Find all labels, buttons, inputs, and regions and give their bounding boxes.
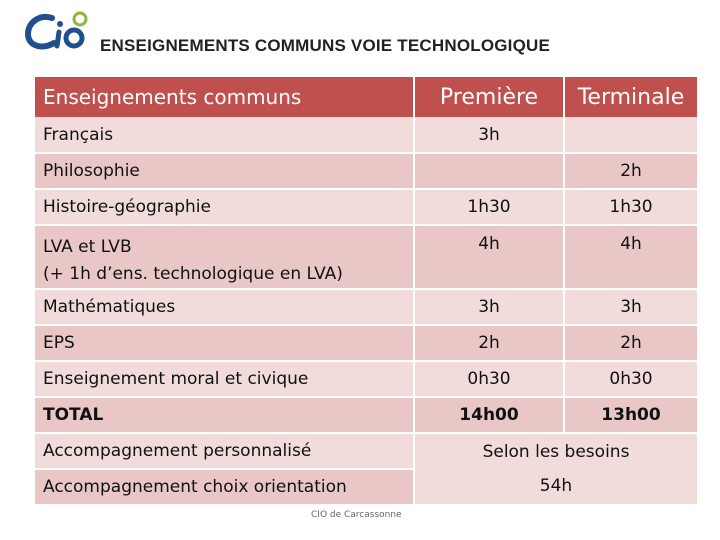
table-row: Enseignement moral et civique 0h30 0h30: [33, 361, 699, 398]
total-premiere: 14h00: [413, 397, 565, 434]
premiere-cell: 3h: [413, 289, 565, 326]
table-row: Philosophie 2h: [33, 153, 699, 190]
footer-text: CIO de Carcassonne: [311, 510, 402, 520]
terminale-cell: 1h30: [563, 189, 699, 226]
subject-cell: Accompagnement personnalisé: [33, 433, 415, 470]
table-row: Histoire-géographie 1h30 1h30: [33, 189, 699, 226]
premiere-cell: 4h: [413, 225, 565, 290]
terminale-cell: 0h30: [563, 361, 699, 398]
terminale-cell: 2h: [563, 325, 699, 362]
accompagnement-merged-cell: Selon les besoins 54h: [413, 433, 699, 506]
table-row: LVA et LVB (+ 1h d’ens. technologique en…: [33, 225, 699, 290]
subject-cell: Français: [33, 117, 415, 154]
subject-cell: Mathématiques: [33, 289, 415, 326]
subject-cell: LVA et LVB (+ 1h d’ens. technologique en…: [33, 225, 415, 290]
schedule-table: Enseignements communs Première Terminale…: [33, 77, 699, 506]
column-header-terminale: Terminale: [563, 77, 699, 117]
table-row: Mathématiques 3h 3h: [33, 289, 699, 326]
column-header-premiere: Première: [413, 77, 565, 117]
subject-cell: Enseignement moral et civique: [33, 361, 415, 398]
cio-logo: [22, 10, 102, 52]
premiere-cell: 0h30: [413, 361, 565, 398]
premiere-cell: 2h: [413, 325, 565, 362]
merged-line-hours: 54h: [539, 476, 573, 496]
subject-cell: EPS: [33, 325, 415, 362]
table-row: Accompagnement choix orientation: [33, 469, 698, 506]
terminale-cell: 2h: [563, 153, 699, 190]
total-row: TOTAL 14h00 13h00: [33, 397, 699, 434]
terminale-cell: 3h: [563, 289, 699, 326]
table-row: EPS 2h 2h: [33, 325, 699, 362]
column-header-subject: Enseignements communs: [33, 77, 415, 117]
subject-cell: Accompagnement choix orientation: [33, 469, 415, 506]
terminale-cell: [563, 117, 699, 154]
premiere-cell: 3h: [413, 117, 565, 154]
total-label: TOTAL: [33, 397, 415, 434]
subject-cell: Histoire-géographie: [33, 189, 415, 226]
table-header-row: Enseignements communs Première Terminale: [33, 77, 699, 117]
merged-line-besoins: Selon les besoins: [482, 442, 630, 462]
terminale-cell: 4h: [563, 225, 699, 290]
total-terminale: 13h00: [563, 397, 699, 434]
premiere-cell: 1h30: [413, 189, 565, 226]
subject-cell: Philosophie: [33, 153, 415, 190]
table-row: Accompagnement personnalisé Selon les be…: [33, 433, 699, 506]
premiere-cell: [413, 153, 565, 190]
table-row: Français 3h: [33, 117, 699, 154]
page-title: ENSEIGNEMENTS COMMUNS VOIE TECHNOLOGIQUE: [100, 36, 551, 55]
